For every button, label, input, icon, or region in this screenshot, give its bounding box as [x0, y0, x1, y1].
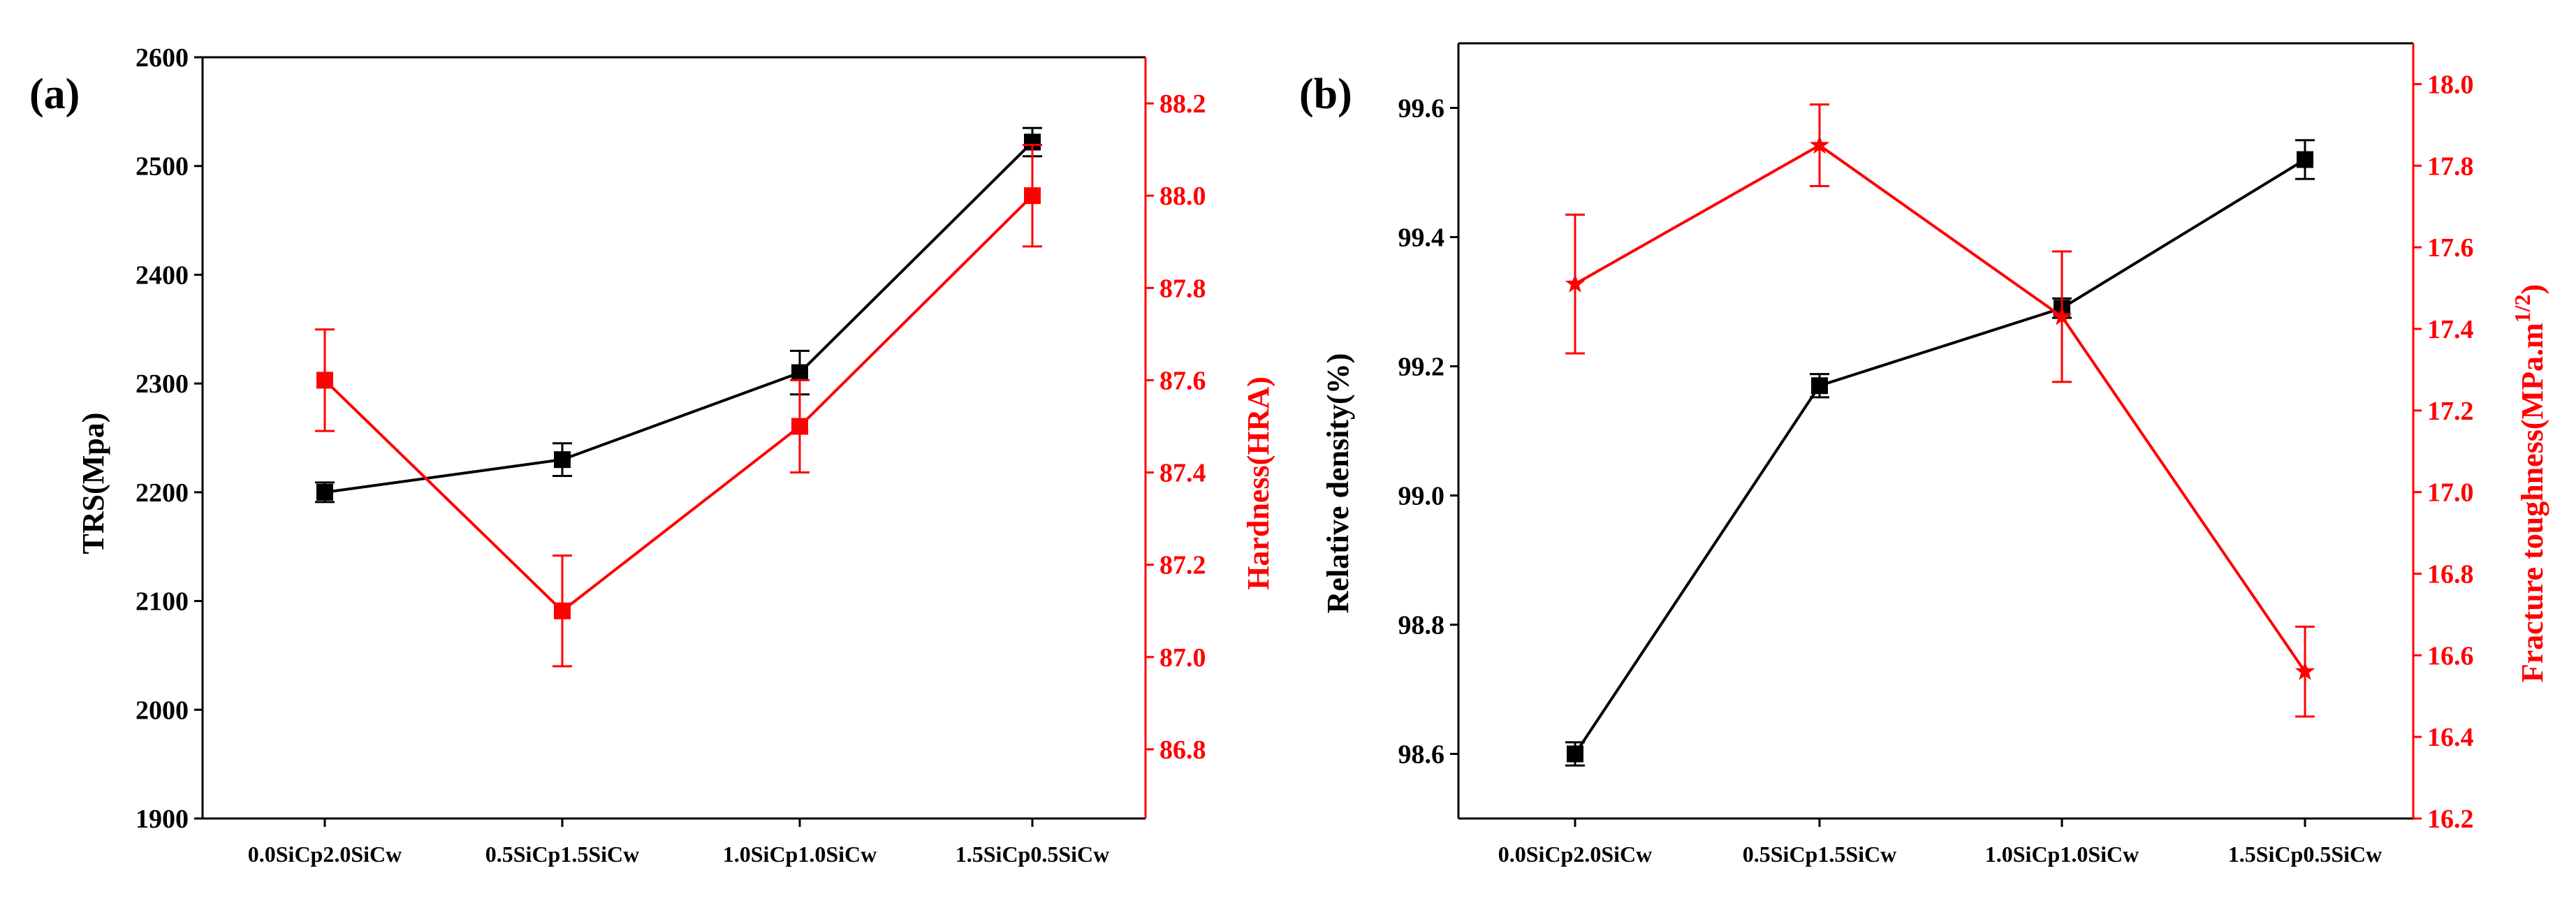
- panel-b-right-tick-label: 16.8: [2427, 559, 2474, 589]
- panel-a-left-tick-label: 2600: [136, 43, 189, 73]
- panel-b-fracture-toughness-point: [2051, 306, 2072, 325]
- panel-a-chart: 1900 2000 2100 2200 2300 2400 2500 2600 86.8 87.0…: [136, 43, 1206, 867]
- panel-b-x-tick-label: 1.0SiCp1.0SiCw: [1985, 842, 2139, 867]
- panel-a-x-tick-label: 0.0SiCp2.0SiCw: [248, 842, 402, 867]
- panel-a-label: (a): [29, 71, 80, 118]
- panel-a-left-axis-title: TRS(Mpa): [76, 413, 110, 555]
- panel-b-left-axis-title: Relative density(%): [1321, 353, 1355, 614]
- panel-a-left-tick-label: 2200: [136, 478, 189, 508]
- panel-a-right-tick-label: 88.2: [1159, 89, 1206, 119]
- panel-b-right-tick-label: 16.4: [2427, 723, 2474, 752]
- panel-b-relative-density-line: [1574, 158, 2306, 755]
- panel-b-left-tick-label: 99.4: [1398, 223, 1445, 253]
- panel-b-relative-density-point: [1811, 377, 1828, 395]
- panel-b-left-tick-label: 98.8: [1398, 611, 1445, 640]
- panel-a-trs-point: [791, 364, 808, 381]
- panel-a-right-tick-label: 86.8: [1159, 735, 1206, 765]
- panel-a-left-tick-label: 2300: [136, 369, 189, 399]
- panel-b-label: (b): [1299, 71, 1352, 118]
- panel-a-x-tick-label: 1.0SiCp1.0SiCw: [723, 842, 877, 867]
- panel-b-x-tick-label: 0.0SiCp2.0SiCw: [1498, 842, 1653, 867]
- panel-a-trs-point: [554, 451, 571, 469]
- panel-b-right-tick-label: 16.2: [2427, 805, 2474, 834]
- panel-b-left-tick-label: 99.0: [1398, 482, 1445, 511]
- panel-b-chart: 98.6 98.8 99.0 99.2 99.4 99.6 16.2 16.4 16.6 16.8…: [1398, 42, 2474, 867]
- panel-a-right-tick-label: 87.2: [1159, 551, 1206, 580]
- panel-a-right-axis-title: Hardness(HRA): [1241, 376, 1275, 590]
- panel-b-right-tick-label: 18.0: [2427, 70, 2474, 99]
- panel-a-hardness-point: [1024, 187, 1041, 205]
- panel-b-left-tick-label: 98.6: [1398, 740, 1445, 770]
- panel-b-fracture-toughness-point: [1565, 273, 1586, 293]
- panel-b-x-tick-label: 1.5SiCp0.5SiCw: [2228, 842, 2383, 867]
- panel-a-hardness-point: [554, 602, 571, 619]
- panel-b-right-tick-label: 17.8: [2427, 152, 2474, 181]
- panel-b-right-tick-label: 17.0: [2427, 478, 2474, 508]
- panel-b-right-axis-title-main: Fracture toughness(MPa.m: [2515, 323, 2549, 682]
- panel-a-left-tick-label: 2000: [136, 696, 189, 725]
- panel-a-right-tick-label: 87.6: [1159, 366, 1206, 395]
- panel-a-left-tick-label: 1900: [136, 805, 189, 834]
- panel-a-trs-point: [316, 483, 333, 501]
- panel-a-right-tick-label: 87.8: [1159, 274, 1206, 303]
- panel-a-hardness-point: [316, 372, 333, 389]
- panel-a-right-tick-label: 87.0: [1159, 643, 1206, 673]
- panel-b-right-tick-label: 16.6: [2427, 641, 2474, 670]
- panel-b-right-axis-title: Fracture toughness(MPa.m1/2): [2510, 284, 2549, 682]
- panel-b-relative-density-point: [1567, 745, 1583, 763]
- panel-b-fracture-toughness-point: [1809, 135, 1830, 154]
- panel-a-right-tick-label: 88.0: [1159, 182, 1206, 211]
- panel-a-left-tick-label: 2100: [136, 587, 189, 617]
- panel-b-right-axis-title-end: ): [2515, 284, 2549, 295]
- panel-b-right-axis-title-sup: 1/2: [2510, 294, 2535, 323]
- panel-a-trs-line: [324, 141, 1034, 494]
- panel-a-x-tick-label: 0.5SiCp1.5SiCw: [485, 842, 640, 867]
- panel-b-relative-density-point: [2297, 151, 2313, 168]
- panel-b-right-tick-label: 17.6: [2427, 233, 2474, 263]
- panel-b-left-tick-label: 99.6: [1398, 94, 1445, 124]
- panel-b-left-tick-label: 99.2: [1398, 353, 1445, 382]
- panel-b-x-tick-label: 0.5SiCp1.5SiCw: [1743, 842, 1897, 867]
- panel-a-x-tick-label: 1.5SiCp0.5SiCw: [956, 842, 1110, 867]
- panel-a-hardness-point: [791, 418, 808, 435]
- panel-b-fracture-toughness-line: [1574, 143, 2306, 673]
- panel-b-right-tick-label: 17.4: [2427, 315, 2474, 344]
- panel-b-right-tick-label: 17.2: [2427, 397, 2474, 426]
- panel-a-left-tick-label: 2500: [136, 152, 189, 182]
- panel-a-left-tick-label: 2400: [136, 260, 189, 290]
- panel-a-hardness-line: [323, 194, 1034, 613]
- panel-a-right-tick-label: 87.4: [1159, 459, 1206, 488]
- panel-b-fracture-toughness-point: [2295, 661, 2315, 680]
